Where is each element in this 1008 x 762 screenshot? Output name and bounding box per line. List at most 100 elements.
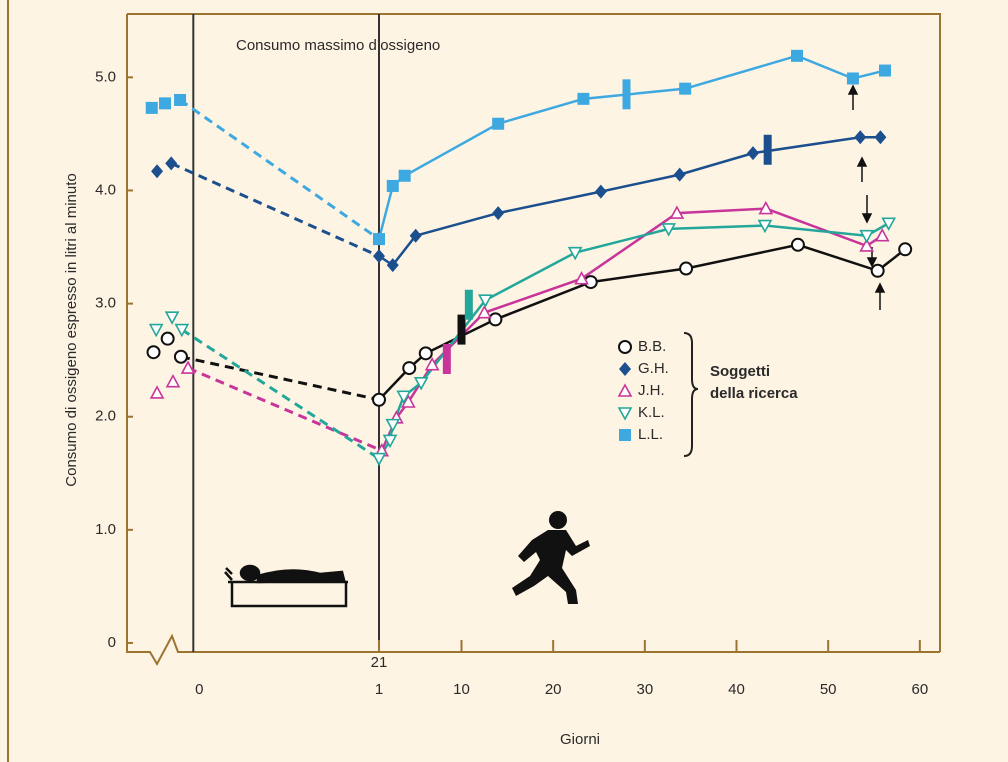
- marker: [679, 261, 694, 276]
- legend-marker: [619, 429, 631, 441]
- marker: [859, 229, 875, 244]
- marker: [673, 167, 686, 182]
- x-tick-label: 20: [545, 681, 562, 698]
- marker: [174, 323, 190, 338]
- marker: [418, 346, 433, 361]
- y-tick-label: 1.0: [95, 521, 116, 538]
- x-axis-label: Giorni: [560, 731, 600, 748]
- x-tick-label: 1: [375, 681, 383, 698]
- marker: [669, 205, 685, 219]
- marker: [148, 323, 164, 338]
- y-axis-label: Consumo di ossigeno espresso in litri al…: [63, 173, 80, 486]
- marker: [854, 130, 867, 145]
- marker: [373, 233, 385, 246]
- marker: [373, 249, 385, 264]
- legend-marker: [617, 383, 633, 397]
- marker: [881, 217, 897, 231]
- marker: [477, 304, 492, 319]
- marker: [874, 228, 890, 242]
- phase-bar: [457, 314, 466, 345]
- arrows: [847, 84, 886, 310]
- legend-marker: [617, 407, 633, 421]
- marker: [400, 394, 416, 408]
- y-tick-label: 2.0: [95, 408, 116, 425]
- x-tick-label: 21: [371, 654, 388, 671]
- marker: [846, 72, 859, 85]
- marker: [898, 242, 913, 257]
- phase-bar: [464, 289, 473, 320]
- legend-brace: [683, 332, 699, 457]
- legend-label: G.H.: [638, 360, 669, 377]
- legend-marker: [618, 340, 632, 354]
- marker: [492, 117, 505, 130]
- marker: [159, 97, 172, 110]
- marker: [372, 392, 386, 407]
- legend-title: della ricerca: [710, 385, 798, 402]
- marker: [371, 452, 387, 467]
- marker: [385, 418, 401, 433]
- dashed-line: [181, 328, 380, 460]
- marker: [758, 200, 774, 215]
- marker: [757, 219, 773, 234]
- bed-icon: [224, 564, 348, 608]
- marker: [146, 345, 161, 360]
- legend-label: J.H.: [638, 382, 665, 399]
- dashed-line: [170, 161, 380, 258]
- marker: [661, 223, 677, 237]
- marker: [165, 156, 178, 171]
- marker: [173, 349, 188, 364]
- marker: [577, 92, 590, 105]
- marker: [791, 49, 803, 62]
- phase-bar: [763, 134, 772, 165]
- series-line: [377, 54, 886, 240]
- marker: [164, 311, 180, 325]
- marker: [160, 331, 175, 346]
- y-tick-label: 4.0: [95, 181, 116, 198]
- runner-icon: [512, 511, 590, 604]
- legend-title: Soggetti: [710, 363, 770, 380]
- marker: [424, 357, 440, 371]
- y-tick-label: 0: [108, 634, 116, 651]
- dashed-line: [180, 355, 380, 402]
- legend-label: L.L.: [638, 426, 663, 443]
- phase-bar: [442, 344, 451, 375]
- x-tick-label: 30: [636, 681, 653, 698]
- marker: [574, 271, 589, 285]
- marker: [488, 312, 503, 327]
- x-tick-label: 60: [911, 681, 928, 698]
- marker: [386, 179, 399, 192]
- marker: [398, 169, 411, 182]
- y-tick-label: 3.0: [95, 295, 116, 312]
- marker: [409, 228, 422, 243]
- x-tick-label: 10: [453, 681, 470, 698]
- x-tick-label: 50: [820, 681, 837, 698]
- marker: [492, 206, 505, 221]
- phase-bar: [622, 79, 631, 110]
- marker: [594, 184, 607, 199]
- marker: [679, 82, 692, 95]
- marker: [747, 146, 759, 161]
- marker: [402, 361, 417, 376]
- marker: [413, 376, 429, 391]
- x-tick-label: 40: [728, 681, 745, 698]
- marker: [149, 385, 165, 399]
- marker: [180, 360, 196, 374]
- marker: [165, 373, 181, 388]
- marker: [879, 64, 891, 77]
- marker: [870, 263, 885, 278]
- marker: [396, 390, 412, 405]
- legend-marker: [619, 362, 631, 376]
- marker: [477, 294, 493, 308]
- chart-title: Consumo massimo d’ossigeno: [236, 37, 440, 54]
- marker: [874, 130, 887, 145]
- x-tick-label: 0: [195, 681, 203, 698]
- marker: [382, 434, 398, 449]
- legend-label: B.B.: [638, 338, 666, 355]
- dashed-line: [179, 98, 380, 241]
- marker: [386, 258, 399, 273]
- marker: [151, 164, 164, 179]
- legend-label: K.L.: [638, 404, 665, 421]
- marker: [859, 238, 875, 252]
- series-line: [380, 207, 883, 452]
